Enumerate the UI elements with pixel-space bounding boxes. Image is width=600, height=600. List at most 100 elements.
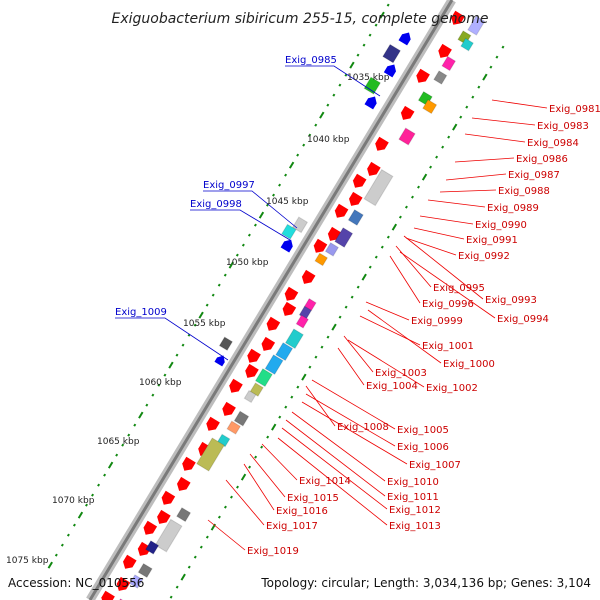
label-leader bbox=[399, 251, 496, 319]
tick-mark bbox=[435, 155, 439, 159]
reverse-gene-label: Exig_1019 bbox=[247, 546, 299, 557]
label-leader bbox=[337, 347, 365, 386]
scale-label: 1035 kbp bbox=[347, 73, 390, 83]
label-leader bbox=[343, 335, 374, 373]
tick-mark bbox=[138, 411, 144, 419]
tick-mark bbox=[465, 105, 469, 109]
forward-gene-labels: Exig_0985 Exig_0997 Exig_0998 Exig_1009 bbox=[115, 55, 337, 318]
reverse-gene-label: Exig_0989 bbox=[487, 203, 539, 214]
tick-mark bbox=[344, 305, 348, 309]
reverse-gene-block bbox=[266, 316, 281, 331]
tick-mark bbox=[175, 585, 179, 589]
tick-mark bbox=[338, 83, 342, 87]
tick-mark bbox=[411, 195, 414, 199]
tick-mark bbox=[228, 261, 234, 269]
forward-gene-block bbox=[214, 355, 225, 367]
tick-mark bbox=[284, 405, 288, 409]
tick-mark bbox=[181, 343, 185, 347]
reverse-gene-block bbox=[157, 509, 171, 524]
tick-mark bbox=[482, 73, 488, 81]
tick-mark bbox=[169, 595, 173, 599]
label-leader bbox=[419, 215, 474, 225]
reverse-gene-label: Exig_1007 bbox=[409, 460, 461, 471]
label-leader bbox=[207, 519, 246, 551]
tick-mark bbox=[121, 443, 125, 447]
tick-mark bbox=[290, 395, 294, 399]
scale-label: 1060 kbp bbox=[139, 378, 182, 388]
reverse-gene-label: Exig_0987 bbox=[508, 170, 560, 181]
forward-gene-block bbox=[363, 76, 382, 95]
tick-mark bbox=[66, 533, 70, 537]
tick-mark bbox=[314, 355, 318, 359]
colored-gene-block bbox=[243, 389, 257, 404]
reverse-gene-block bbox=[177, 476, 191, 491]
tick-mark bbox=[72, 523, 76, 527]
reverse-gene-block bbox=[161, 490, 176, 505]
colored-gene-block bbox=[233, 410, 250, 427]
tick-mark bbox=[271, 423, 277, 431]
tick-mark bbox=[429, 165, 433, 169]
tick-mark bbox=[495, 55, 499, 59]
reverse-gene-label: Exig_1013 bbox=[389, 521, 441, 532]
label-leader bbox=[261, 443, 298, 481]
tick-mark bbox=[391, 223, 398, 231]
reverse-gene-label: Exig_1014 bbox=[299, 476, 351, 487]
reverse-gene-block bbox=[367, 161, 381, 176]
label-leader bbox=[395, 245, 432, 288]
reverse-gene-label: Exig_1015 bbox=[287, 493, 339, 504]
colored-gene-block bbox=[422, 99, 438, 115]
tick-mark bbox=[320, 345, 324, 349]
tick-mark bbox=[107, 461, 114, 469]
label-leader bbox=[491, 99, 548, 109]
colored-gene-block bbox=[433, 70, 448, 85]
colored-gene-block bbox=[176, 507, 192, 523]
tick-mark bbox=[417, 185, 420, 189]
reverse-gene-label: Exig_0993 bbox=[485, 295, 537, 306]
colored-gene-block bbox=[254, 368, 273, 388]
tick-mark bbox=[326, 335, 330, 339]
tick-mark bbox=[356, 285, 360, 289]
tick-mark bbox=[380, 245, 384, 249]
tick-mark bbox=[374, 23, 378, 27]
reverse-gene-label: Exig_1016 bbox=[276, 506, 328, 517]
genome-summary: Topology: circular; Length: 3,034,136 bp… bbox=[260, 576, 591, 590]
colored-gene-block bbox=[226, 420, 241, 435]
label-leader bbox=[281, 427, 388, 510]
tick-mark bbox=[349, 61, 355, 69]
tick-mark bbox=[332, 93, 336, 97]
reverse-gene-label: Exig_0988 bbox=[498, 186, 550, 197]
tick-mark bbox=[404, 205, 408, 209]
tick-mark bbox=[85, 503, 88, 507]
reverse-gene-block bbox=[438, 43, 452, 58]
tick-mark bbox=[477, 85, 481, 89]
colored-gene-block bbox=[324, 242, 340, 257]
colored-gene-block bbox=[275, 342, 294, 362]
tick-mark bbox=[103, 473, 107, 477]
reverse-gene-label: Exig_1017 bbox=[266, 521, 318, 532]
reverse-gene-label: Exig_1006 bbox=[397, 442, 449, 453]
tick-mark bbox=[60, 543, 64, 547]
label-leader bbox=[464, 133, 526, 143]
label-leader bbox=[291, 411, 386, 482]
reverse-gene-block bbox=[101, 590, 115, 600]
scale-label: 1055 kbp bbox=[183, 319, 226, 329]
tick-mark bbox=[145, 403, 149, 407]
reverse-gene-block bbox=[416, 68, 430, 83]
colored-gene-block bbox=[137, 562, 153, 579]
reverse-gene-label: Exig_0996 bbox=[422, 299, 474, 310]
reverse-gene-labels: Exig_0981 Exig_0983 Exig_0984 Exig_0986 Exig… bbox=[247, 104, 600, 557]
scale-label: 1065 kbp bbox=[97, 437, 140, 447]
reverse-gene-label: Exig_0986 bbox=[516, 154, 568, 165]
tick-mark bbox=[157, 383, 161, 387]
forward-gene-block bbox=[218, 336, 234, 351]
label-leader bbox=[305, 385, 336, 427]
reverse-gene-block bbox=[247, 348, 261, 363]
reverse-gene-block bbox=[349, 191, 363, 206]
reverse-gene-block bbox=[301, 269, 316, 284]
reverse-gene-label: Exig_1004 bbox=[366, 381, 418, 392]
reverse-gene-block bbox=[313, 238, 328, 253]
reverse-gene-block bbox=[137, 541, 152, 556]
reverse-gene-block bbox=[352, 173, 367, 188]
scale-label: 1045 kbp bbox=[266, 197, 309, 207]
